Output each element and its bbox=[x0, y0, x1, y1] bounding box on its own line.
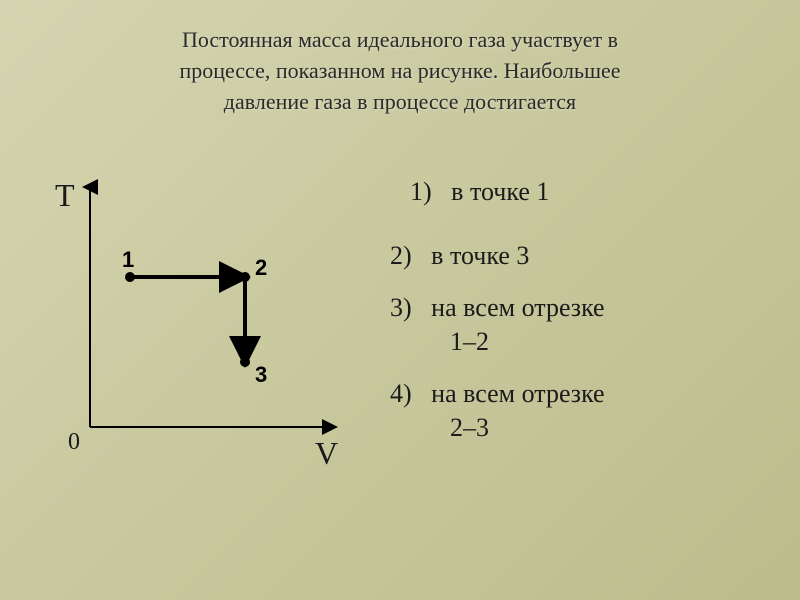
point-1-label: 1 bbox=[122, 247, 134, 273]
option-1-num: 1) bbox=[410, 177, 432, 206]
option-1-text: в точке 1 bbox=[451, 177, 549, 206]
content-area: T V 0 1 2 3 1) в точке 1 2) в точке 3 3)… bbox=[0, 127, 800, 507]
option-4: 4) на всем отрезке bbox=[390, 379, 760, 409]
answer-options: 1) в точке 1 2) в точке 3 3) на всем отр… bbox=[370, 147, 760, 487]
title-line-2: процессе, показанном на рисунке. Наиболь… bbox=[179, 58, 620, 83]
option-4-num: 4) bbox=[390, 379, 412, 408]
y-axis-label: T bbox=[55, 177, 75, 214]
option-3: 3) на всем отрезке bbox=[390, 293, 760, 323]
tv-diagram: T V 0 1 2 3 bbox=[40, 147, 370, 487]
point-3-dot bbox=[240, 357, 250, 367]
option-1: 1) в точке 1 bbox=[390, 177, 760, 207]
point-2-dot bbox=[240, 272, 250, 282]
point-3-label: 3 bbox=[255, 362, 267, 388]
title-line-3: давление газа в процессе достигается bbox=[224, 89, 576, 114]
option-4-text: на всем отрезке bbox=[431, 379, 604, 408]
option-2-num: 2) bbox=[390, 241, 412, 270]
option-3-num: 3) bbox=[390, 293, 412, 322]
question-title: Постоянная масса идеального газа участву… bbox=[0, 0, 800, 127]
option-3-text: на всем отрезке bbox=[431, 293, 604, 322]
point-1-dot bbox=[125, 272, 135, 282]
option-2: 2) в точке 3 bbox=[390, 241, 760, 271]
option-2-text: в точке 3 bbox=[431, 241, 529, 270]
option-4-cont: 2–3 bbox=[390, 413, 760, 443]
option-3-cont: 1–2 bbox=[390, 327, 760, 357]
point-2-label: 2 bbox=[255, 255, 267, 281]
title-line-1: Постоянная масса идеального газа участву… bbox=[182, 27, 618, 52]
origin-label: 0 bbox=[68, 429, 80, 456]
x-axis-label: V bbox=[315, 435, 338, 472]
